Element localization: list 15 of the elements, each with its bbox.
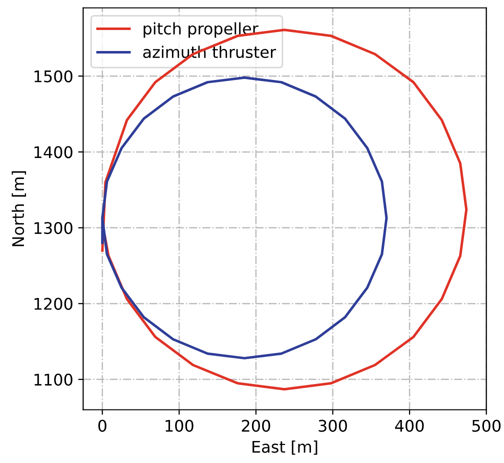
x-tick-label: 300 (318, 420, 347, 432)
y-tick-label: 1300 (34, 222, 72, 234)
x-tick-label: 0 (98, 420, 106, 432)
x-tick-label: 200 (242, 420, 270, 432)
y-tick-label: 1500 (34, 70, 72, 82)
y-axis-title: North [m] (12, 171, 26, 246)
x-tick-label: 500 (472, 420, 501, 432)
x-tick-label: 100 (166, 420, 194, 432)
y-tick-label: 1200 (34, 298, 72, 310)
line-series (101, 76, 388, 360)
y-tick-label: 1400 (34, 146, 72, 158)
legend-label: pitch propeller (144, 22, 258, 38)
x-tick-label: 400 (395, 420, 424, 432)
y-tick-label: 1100 (34, 374, 72, 386)
x-axis-title: East [m] (252, 440, 318, 455)
